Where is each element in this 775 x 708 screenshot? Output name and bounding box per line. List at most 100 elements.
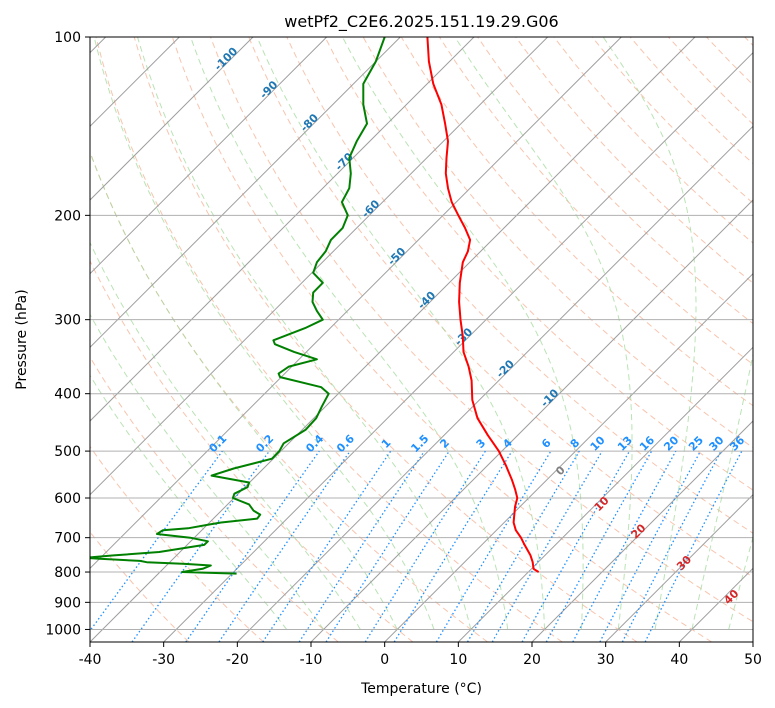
moist-adiabat bbox=[691, 352, 753, 630]
mixing-ratio-line bbox=[185, 450, 320, 642]
x-tick-label: 40 bbox=[670, 652, 688, 668]
moist-adiabat bbox=[342, 37, 584, 630]
x-tick-label: 0 bbox=[380, 652, 389, 668]
moist-adiabat bbox=[190, 37, 509, 630]
plot-frame bbox=[89, 36, 754, 643]
isotherm bbox=[236, 125, 753, 642]
mixing-ratio-line bbox=[644, 450, 743, 642]
dry-adiabat bbox=[706, 37, 753, 86]
mixing-ratio-line bbox=[521, 450, 631, 642]
mixing-ratio-line bbox=[90, 450, 223, 632]
dry-adiabat bbox=[668, 37, 753, 125]
dewpoint-line bbox=[90, 37, 386, 575]
mixing-ratio-line bbox=[599, 450, 702, 642]
isotherm bbox=[163, 51, 753, 642]
isotherm bbox=[457, 346, 753, 642]
data-series bbox=[90, 37, 540, 575]
mixing-ratio-label: 0.1 bbox=[206, 432, 229, 455]
mixing-ratio-line bbox=[325, 450, 450, 642]
x-axis: -40 -30 -20 -10 0 10 20 30 40 50 bbox=[79, 642, 762, 668]
mixing-ratio-label: 2 bbox=[437, 436, 452, 451]
dry-adiabat bbox=[591, 37, 753, 204]
y-tick-label: 300 bbox=[54, 313, 81, 329]
mixing-ratio-label: 0.4 bbox=[303, 432, 326, 455]
dry-adiabat bbox=[553, 37, 753, 244]
temperature-line bbox=[426, 37, 540, 573]
adiabat-label: 10 bbox=[592, 494, 612, 514]
dry-adiabat bbox=[95, 37, 563, 642]
moist-adiabat bbox=[256, 37, 546, 630]
isotherm bbox=[90, 37, 401, 349]
isotherm-label: -20 bbox=[494, 357, 517, 380]
chart-title: wetPf2_C2E6.2025.151.19.29.G06 bbox=[284, 12, 558, 32]
x-tick-label: 50 bbox=[744, 652, 762, 668]
x-tick-label: -10 bbox=[300, 652, 323, 668]
dry-adiabat bbox=[90, 356, 339, 642]
y-tick-label: 500 bbox=[54, 444, 81, 460]
isotherm bbox=[90, 37, 696, 642]
background-lines: 0.1 0.2 0.4 0.6 1 1.5 2 3 4 6 8 10 13 16 20 25 30 36-100-… bbox=[90, 37, 753, 642]
moist-adiabat bbox=[602, 37, 697, 630]
mixing-ratio-label: 8 bbox=[568, 436, 583, 451]
adiabat-label: 20 bbox=[629, 521, 649, 541]
isotherm bbox=[531, 420, 753, 642]
isotherm-label: -70 bbox=[333, 150, 356, 173]
dry-adiabat bbox=[286, 37, 753, 534]
mixing-ratio-line bbox=[298, 450, 425, 642]
dry-adiabat bbox=[171, 37, 712, 642]
moist-adiabat bbox=[90, 313, 324, 630]
y-tick-label: 600 bbox=[54, 491, 81, 507]
isotherm-label: -60 bbox=[359, 197, 382, 220]
x-axis-label: Temperature (°C) bbox=[360, 681, 482, 697]
dry-adiabat bbox=[210, 37, 753, 623]
dry-adiabat bbox=[324, 37, 753, 491]
y-tick-label: 700 bbox=[54, 531, 81, 547]
isotherm-label: -80 bbox=[298, 111, 321, 134]
moist-adiabat bbox=[728, 535, 753, 630]
y-tick-label: 1000 bbox=[45, 622, 81, 638]
x-tick-label: 10 bbox=[449, 652, 467, 668]
isotherm bbox=[90, 37, 475, 422]
mixing-ratio-label: 16 bbox=[637, 433, 657, 453]
y-tick-label: 100 bbox=[54, 30, 81, 46]
moist-adiabat bbox=[454, 37, 633, 630]
mixing-ratio-label: 6 bbox=[539, 436, 554, 451]
x-tick-label: 30 bbox=[597, 652, 615, 668]
mixing-ratio-label: 36 bbox=[727, 433, 747, 453]
mixing-ratio-label: 0.2 bbox=[253, 432, 276, 455]
x-tick-label: -30 bbox=[152, 652, 175, 668]
dry-adiabat bbox=[90, 445, 264, 642]
dry-adiabat bbox=[248, 37, 753, 578]
isotherm-label: -10 bbox=[538, 386, 561, 409]
isotherm bbox=[310, 199, 753, 642]
y-tick-label: 400 bbox=[54, 387, 81, 403]
isotherm-label: -50 bbox=[385, 245, 408, 268]
x-tick-label: -20 bbox=[226, 652, 249, 668]
y-axis: 1000 900 800 700 600 500 400 300 200 100 bbox=[45, 30, 90, 638]
isotherm bbox=[678, 567, 753, 642]
moist-adiabat bbox=[90, 241, 361, 630]
mixing-ratio-line bbox=[262, 450, 392, 642]
moist-adiabat bbox=[90, 374, 288, 630]
y-tick-label: 200 bbox=[54, 208, 81, 224]
isotherm bbox=[384, 272, 753, 642]
isotherm-label: -100 bbox=[212, 44, 241, 73]
mixing-ratio-line bbox=[572, 450, 677, 642]
dry-adiabat bbox=[515, 37, 753, 284]
mixing-ratio-label: 3 bbox=[474, 436, 489, 451]
moist-adiabat bbox=[137, 37, 472, 630]
isotherm-label: -40 bbox=[415, 288, 438, 311]
dry-adiabat bbox=[133, 37, 638, 642]
isotherm bbox=[90, 37, 622, 570]
isotherm bbox=[90, 37, 254, 201]
mixing-ratio-line bbox=[364, 450, 486, 642]
dry-adiabat bbox=[90, 259, 414, 642]
y-tick-label: 900 bbox=[54, 595, 81, 611]
moist-adiabat bbox=[93, 37, 435, 630]
y-tick-label: 800 bbox=[54, 565, 81, 581]
mixing-ratio-line bbox=[393, 450, 513, 642]
x-tick-label: -40 bbox=[79, 652, 102, 668]
mixing-ratio-line bbox=[545, 450, 653, 642]
dry-adiabat bbox=[477, 37, 753, 325]
